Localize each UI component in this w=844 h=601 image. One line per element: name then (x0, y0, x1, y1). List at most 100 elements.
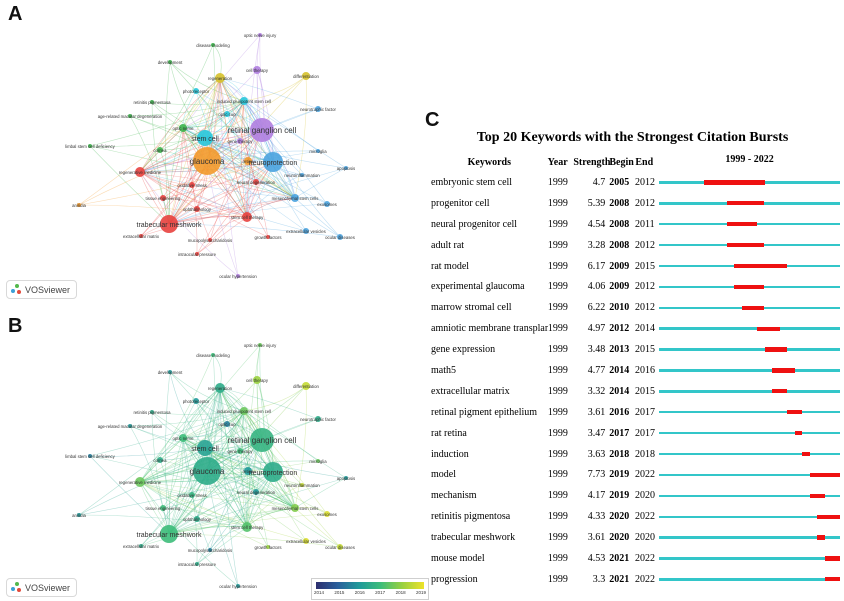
strength-cell: 5.39 (587, 197, 606, 209)
network-node-label: stem cell therapy (231, 525, 264, 530)
network-node-label: aniridia (72, 203, 86, 208)
network-node (242, 522, 252, 532)
strength-cell: 4.17 (587, 490, 606, 502)
network-link (139, 460, 319, 483)
network-node (193, 88, 199, 94)
keyword-cell: marrow stromal cell (431, 302, 512, 314)
network-link (204, 137, 328, 205)
network-link (182, 379, 258, 439)
citation-burst-table: Top 20 Keywords with the Strongest Citat… (425, 130, 840, 590)
network-link (139, 171, 248, 218)
network-node-label: limbal stem cell deficiency (65, 454, 116, 459)
network-link (139, 410, 245, 483)
network-link (219, 77, 248, 218)
network-link (195, 400, 274, 473)
network-link (191, 77, 221, 186)
vosviewer-badge-b: VOSviewer (6, 578, 78, 597)
strength-cell: 3.32 (587, 385, 606, 397)
network-b: optic nerve injury disease modeling develo… (0, 330, 440, 600)
network-node (302, 382, 310, 390)
table-body: embryonic stem cell 1999 4.7 2005 2012 progen… (425, 172, 840, 590)
table-row: progenitor cell 1999 5.39 2008 2012 (425, 193, 840, 214)
network-node (208, 238, 212, 242)
network-link (182, 127, 296, 199)
network-node (160, 215, 178, 233)
burst-timeline (658, 360, 840, 381)
network-node-label: differentiation (293, 384, 319, 389)
network-node (253, 179, 259, 185)
network-link (162, 507, 248, 528)
network-node-label: tissue engineering (146, 506, 181, 511)
table-row: rat retina 1999 3.47 2017 2017 (425, 423, 840, 444)
network-link (151, 101, 296, 199)
network-link (129, 100, 245, 117)
burst-timeline (658, 235, 840, 256)
table-row: retinal pigment epithelium 1999 3.61 2016 20… (425, 402, 840, 423)
year-colorbar: 2014 2015 2016 2017 2018 2019 (311, 578, 429, 600)
begin-cell: 2012 (609, 323, 630, 335)
burst-bar (726, 243, 765, 248)
network-link (243, 410, 328, 515)
network-node-label: optic nerve (172, 436, 194, 441)
table-row: marrow stromal cell 1999 6.22 2010 2012 (425, 297, 840, 318)
network-link (162, 197, 248, 218)
network-link (219, 77, 248, 218)
network-link (246, 69, 258, 218)
end-cell: 2022 (635, 552, 656, 564)
network-link (246, 484, 303, 528)
network-link (246, 174, 303, 218)
network-link (209, 471, 274, 551)
network-link (139, 171, 296, 199)
network-link (182, 410, 245, 439)
network-node (150, 410, 154, 414)
burst-timeline (658, 214, 840, 235)
network-node-label: retina (243, 469, 254, 474)
network-link (168, 77, 221, 225)
network-node-label: mesenchymal stem cells (272, 506, 319, 511)
burst-bar (824, 577, 840, 582)
strength-cell: 3.61 (587, 406, 606, 418)
network-link (182, 127, 296, 199)
network-link (139, 77, 221, 173)
burst-timeline (658, 444, 840, 465)
network-link (139, 481, 307, 542)
network-link (169, 371, 245, 412)
begin-cell: 2018 (609, 448, 630, 460)
burst-bar (772, 389, 788, 394)
network-link (204, 75, 307, 139)
network-link (168, 471, 274, 535)
keyword-cell: math5 (431, 364, 456, 376)
network-node-label: apoptosis (337, 166, 355, 171)
burst-bar (764, 347, 788, 352)
network-link (89, 137, 206, 147)
network-link (78, 439, 263, 516)
network-link (219, 387, 269, 548)
network-link (241, 100, 248, 218)
network-node (291, 194, 299, 202)
network-node-label: induced pluripotent stem cell (217, 99, 272, 104)
network-link (139, 481, 296, 509)
strength-cell: 4.7 (592, 176, 606, 188)
end-cell: 2017 (635, 427, 656, 439)
network-link (182, 437, 274, 473)
network-link (209, 439, 263, 551)
network-node-label: neuroinflammation (284, 483, 320, 488)
network-link (219, 387, 319, 462)
network-node-label: regeneration (208, 386, 233, 391)
network-node-label: stem cell therapy (231, 215, 264, 220)
network-node (150, 100, 154, 104)
network-link (139, 481, 198, 520)
network-node (208, 548, 212, 552)
network-link (168, 385, 307, 535)
year-cell: 1999 (547, 197, 568, 209)
network-link (151, 410, 245, 415)
network-link (243, 75, 307, 102)
keyword-cell: retinal pigment epithelium (431, 406, 538, 418)
network-link (204, 137, 296, 199)
network-link (159, 149, 296, 199)
burst-bar (809, 493, 825, 498)
timeline-bar (658, 431, 840, 435)
year-cell: 1999 (547, 448, 568, 460)
table-row: extracellular matrix 1999 3.32 2014 2015 (425, 381, 840, 402)
network-node-label: mesenchymal stem cells (272, 196, 319, 201)
